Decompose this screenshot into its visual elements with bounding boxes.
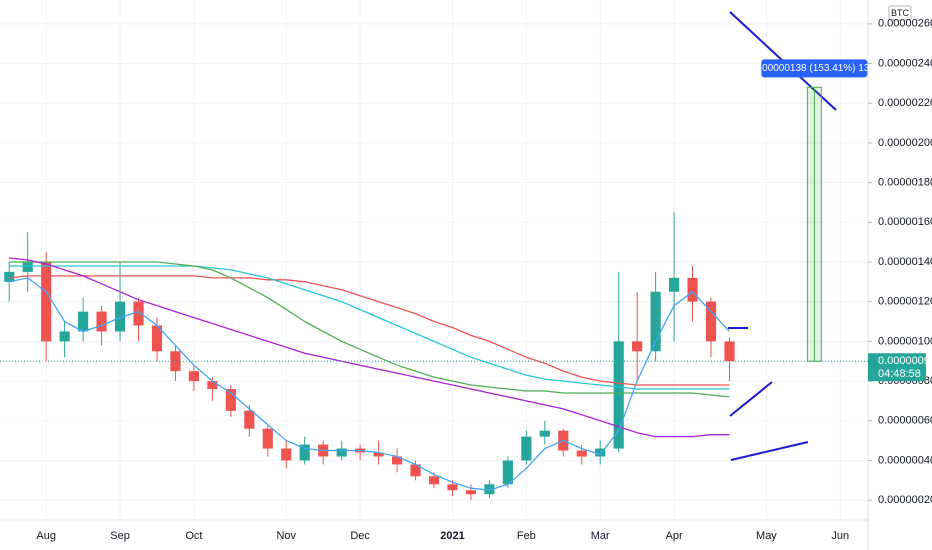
candle-body	[262, 428, 273, 449]
candle-body	[207, 381, 218, 390]
candle-body	[410, 464, 421, 477]
x-tick-label: Feb	[517, 530, 536, 542]
moving-average	[9, 257, 730, 438]
candle-body	[373, 452, 384, 457]
x-tick-label: 2021	[440, 530, 464, 542]
moving-average	[9, 275, 730, 386]
candle-body	[114, 301, 126, 332]
candle-body	[336, 448, 347, 457]
candle-body	[632, 341, 643, 352]
y-tick-label: 0.00000180	[878, 177, 932, 189]
x-tick-label: Sep	[110, 530, 130, 542]
candle-body	[96, 311, 107, 332]
candle-body	[225, 389, 236, 411]
currency-box	[888, 5, 912, 21]
trend-line	[730, 441, 809, 461]
y-tick-label: 0.00000260	[878, 18, 932, 30]
candle-body	[22, 261, 33, 272]
candle-body	[669, 277, 680, 292]
x-tick-label: Oct	[185, 530, 202, 542]
candle-body	[613, 341, 624, 449]
candle-body	[650, 291, 661, 352]
candle-body	[428, 476, 440, 485]
last-price-label: 0.00000090	[878, 355, 932, 367]
candle-body	[724, 341, 735, 362]
moving-average	[9, 277, 730, 491]
candle-body	[133, 301, 144, 326]
candle-body	[78, 311, 89, 332]
trend-line	[729, 381, 773, 417]
y-tick-label: 0.00000200	[878, 137, 932, 149]
y-tick-label: 0.00000120	[878, 296, 932, 308]
measure-label: 0.00000138 (153.41%) 138	[754, 63, 876, 74]
y-tick-label: 0.00000220	[878, 97, 932, 109]
candle-body	[539, 430, 550, 437]
y-tick-label: 0.00000060	[878, 415, 932, 427]
x-tick-label: Aug	[36, 530, 56, 542]
x-tick-label: Nov	[276, 530, 296, 542]
y-tick-label: 0.00000100	[878, 335, 932, 347]
y-tick-label: 0.00000140	[878, 256, 932, 268]
candle-body	[4, 271, 15, 282]
plot	[4, 212, 735, 501]
candle-body	[299, 444, 310, 461]
x-tick-label: Jun	[831, 530, 849, 542]
candle-body	[41, 261, 52, 342]
candle-body	[465, 490, 477, 495]
candle-body	[687, 277, 698, 302]
candle-body	[502, 460, 513, 485]
candle-body	[244, 410, 255, 429]
last-price-box	[868, 353, 926, 382]
candle-body	[521, 436, 532, 461]
moving-average	[9, 261, 730, 398]
candle-body	[484, 484, 495, 495]
x-tick-label: Apr	[666, 530, 683, 542]
candle-body	[281, 448, 292, 461]
candle-body	[170, 351, 181, 372]
y-tick-label: 0.00000020	[878, 494, 932, 506]
candle-body	[151, 325, 163, 352]
x-tick-label: Dec	[350, 530, 370, 542]
y-tick-label: 0.00000040	[878, 454, 932, 466]
y-tick-label: 0.00000240	[878, 57, 932, 69]
candle-body	[595, 448, 606, 457]
candle-body	[188, 371, 199, 382]
candle-body	[59, 331, 70, 342]
candle-body	[391, 456, 403, 465]
x-tick-label: Mar	[591, 530, 610, 542]
measure-label-box	[761, 59, 868, 78]
x-tick-label: May	[756, 530, 777, 542]
candle-body	[447, 484, 458, 491]
moving-average	[9, 265, 730, 390]
countdown: 04:48:58	[878, 368, 921, 380]
candle-body	[576, 450, 587, 457]
y-tick-label: 0.00000160	[878, 216, 932, 228]
currency: BTC	[891, 8, 910, 18]
candle-body	[705, 301, 717, 342]
